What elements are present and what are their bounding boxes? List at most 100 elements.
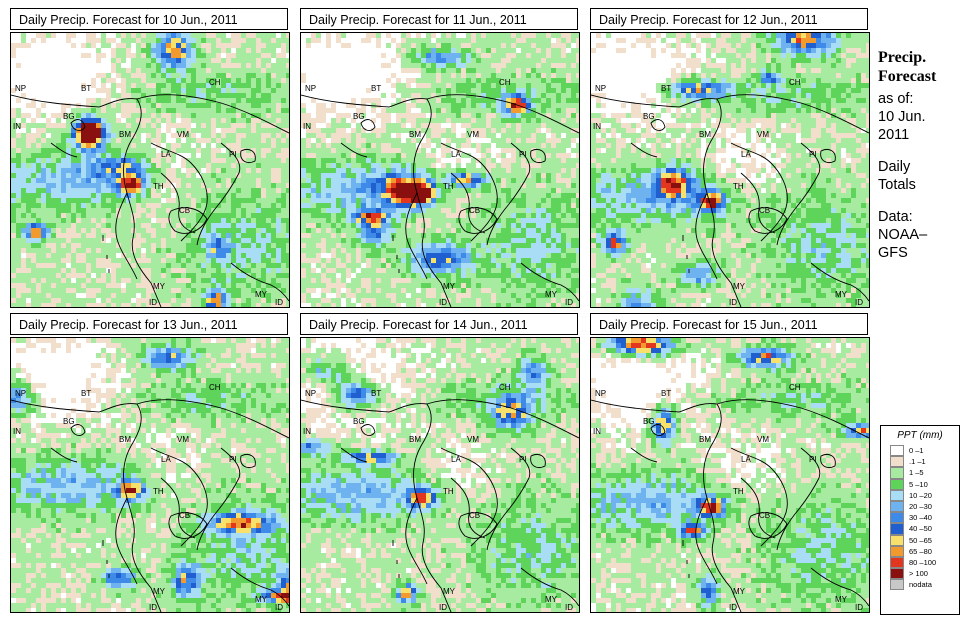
forecast-info: Precip. Forecast as of: 10 Jun. 2011 Dai… bbox=[878, 48, 964, 262]
country-label: LA bbox=[451, 150, 461, 159]
country-labels: NP BT IN BG BM CH VM LA TH CB MY ID MY ID PI bbox=[303, 78, 573, 307]
precip-map[interactable]: NP BT IN BG BM CH VM LA TH CB MY ID MY ID PI bbox=[10, 32, 290, 308]
precip-grid bbox=[11, 338, 289, 612]
legend-item: 1 –5 bbox=[890, 467, 959, 479]
country-label: ID bbox=[729, 298, 737, 307]
as-of-year: 2011 bbox=[878, 127, 910, 143]
country-label: TH bbox=[153, 182, 164, 191]
precip-map[interactable]: NP BT IN BG BM CH VM LA TH CB MY ID MY ID PI bbox=[590, 337, 870, 613]
legend-item: 20 –30 bbox=[890, 500, 959, 513]
country-label: LA bbox=[161, 455, 171, 464]
forecast-panel-2: Daily Precip. Forecast for 11 Jun., 2011… bbox=[300, 8, 580, 308]
legend-item: 50 –65 bbox=[890, 534, 959, 546]
country-label: MY bbox=[545, 290, 558, 299]
country-label: MY bbox=[733, 587, 746, 596]
country-label: BT bbox=[661, 84, 671, 93]
country-label: CH bbox=[789, 78, 801, 87]
country-label: MY bbox=[545, 595, 558, 604]
precip-legend: PPT (mm) 0 –1 .1 –1 1 –5 5 –10 10 –20 20 –30 3… bbox=[880, 425, 960, 615]
legend-item: 65 –80 bbox=[890, 545, 959, 557]
country-label: BM bbox=[409, 130, 421, 139]
legend-label: 0 –1 bbox=[909, 446, 924, 455]
legend-label: 65 –80 bbox=[909, 546, 932, 556]
legend-label: 10 –20 bbox=[909, 490, 932, 500]
legend-label: 20 –30 bbox=[909, 501, 932, 511]
precip-map[interactable]: NP BT IN BG BM CH VM LA TH CB MY ID MY ID PI bbox=[300, 32, 580, 308]
legend-swatch bbox=[890, 534, 904, 546]
legend-item: 0 –1 bbox=[890, 445, 959, 457]
country-label: ID bbox=[855, 298, 863, 307]
country-labels: NP BT IN BG BM CH VM LA TH CB MY ID MY ID PI bbox=[13, 383, 283, 612]
map-borders bbox=[301, 399, 579, 612]
country-label: IN bbox=[13, 427, 21, 436]
country-label: ID bbox=[565, 298, 573, 307]
precip-map[interactable]: NP BT IN BG BM CH VM LA TH CB MY ID MY ID PI bbox=[590, 32, 870, 308]
forecast-panel-5: Daily Precip. Forecast for 14 Jun., 2011… bbox=[300, 313, 580, 613]
country-label: BT bbox=[661, 389, 671, 398]
precip-grid bbox=[301, 338, 579, 612]
country-label: BG bbox=[643, 112, 655, 121]
precip-map[interactable]: NP BT IN BG BM CH VM LA TH CB MY ID MY ID PI bbox=[10, 337, 290, 613]
map-borders bbox=[11, 94, 289, 307]
legend-item: nodata bbox=[890, 579, 959, 591]
country-labels: NP BT IN BG BM CH VM LA TH CB MY ID MY ID PI bbox=[303, 383, 573, 612]
country-label: PI bbox=[519, 150, 527, 159]
country-label: PI bbox=[229, 150, 237, 159]
legend-label: 50 –65 bbox=[909, 535, 932, 545]
country-label: NP bbox=[305, 84, 316, 93]
country-label: NP bbox=[595, 389, 606, 398]
legend-label: 30 –40 bbox=[909, 513, 932, 523]
legend-swatch bbox=[890, 489, 904, 501]
forecast-panel-4: Daily Precip. Forecast for 13 Jun., 2011… bbox=[10, 313, 290, 613]
country-label: BG bbox=[353, 112, 365, 121]
country-label: MY bbox=[443, 587, 456, 596]
heading-forecast: Forecast bbox=[878, 68, 937, 85]
legend-label: 40 –50 bbox=[909, 524, 932, 534]
precip-grid bbox=[591, 338, 869, 612]
legend-item: 5 –10 bbox=[890, 478, 959, 490]
country-labels: NP BT IN BG BM CH VM LA TH CB MY ID MY ID PI bbox=[593, 383, 863, 612]
country-label: BM bbox=[119, 130, 131, 139]
country-label: LA bbox=[741, 150, 751, 159]
legend-title: PPT (mm) bbox=[897, 430, 943, 441]
panel-title: Daily Precip. Forecast for 15 Jun., 2011 bbox=[590, 313, 868, 335]
country-label: NP bbox=[595, 84, 606, 93]
panel-title: Daily Precip. Forecast for 11 Jun., 2011 bbox=[300, 8, 578, 30]
country-label: CH bbox=[209, 78, 221, 87]
country-label: TH bbox=[153, 487, 164, 496]
country-label: IN bbox=[593, 427, 601, 436]
precip-map[interactable]: NP BT IN BG BM CH VM LA TH CB MY ID MY ID PI bbox=[300, 337, 580, 613]
legend-item: > 100 bbox=[890, 568, 959, 580]
country-label: MY bbox=[835, 290, 848, 299]
country-label: VM bbox=[757, 435, 769, 444]
country-label: BT bbox=[371, 84, 381, 93]
data-label: Data: bbox=[878, 209, 913, 225]
country-label: PI bbox=[229, 455, 237, 464]
country-label: ID bbox=[729, 603, 737, 612]
country-label: TH bbox=[443, 487, 454, 496]
country-label: ID bbox=[855, 603, 863, 612]
country-label: MY bbox=[255, 290, 268, 299]
country-label: BG bbox=[643, 417, 655, 426]
legend-item: 40 –50 bbox=[890, 523, 959, 535]
country-label: BT bbox=[81, 84, 91, 93]
country-label: MY bbox=[733, 282, 746, 291]
map-borders bbox=[591, 399, 869, 612]
country-label: BM bbox=[699, 130, 711, 139]
country-label: PI bbox=[519, 455, 527, 464]
country-label: MY bbox=[835, 595, 848, 604]
country-label: TH bbox=[733, 487, 744, 496]
legend-label: 5 –10 bbox=[909, 479, 928, 489]
country-label: CB bbox=[469, 511, 480, 520]
country-label: CH bbox=[499, 383, 511, 392]
legend-swatch bbox=[890, 556, 904, 569]
country-label: VM bbox=[467, 130, 479, 139]
country-label: IN bbox=[593, 122, 601, 131]
forecast-panel-6: Daily Precip. Forecast for 15 Jun., 2011… bbox=[590, 313, 870, 613]
legend-swatch bbox=[890, 568, 904, 580]
country-label: BG bbox=[63, 112, 75, 121]
legend-swatch bbox=[890, 445, 904, 457]
forecast-panel-3: Daily Precip. Forecast for 12 Jun., 2011… bbox=[590, 8, 870, 308]
country-label: LA bbox=[161, 150, 171, 159]
map-borders bbox=[591, 94, 869, 307]
